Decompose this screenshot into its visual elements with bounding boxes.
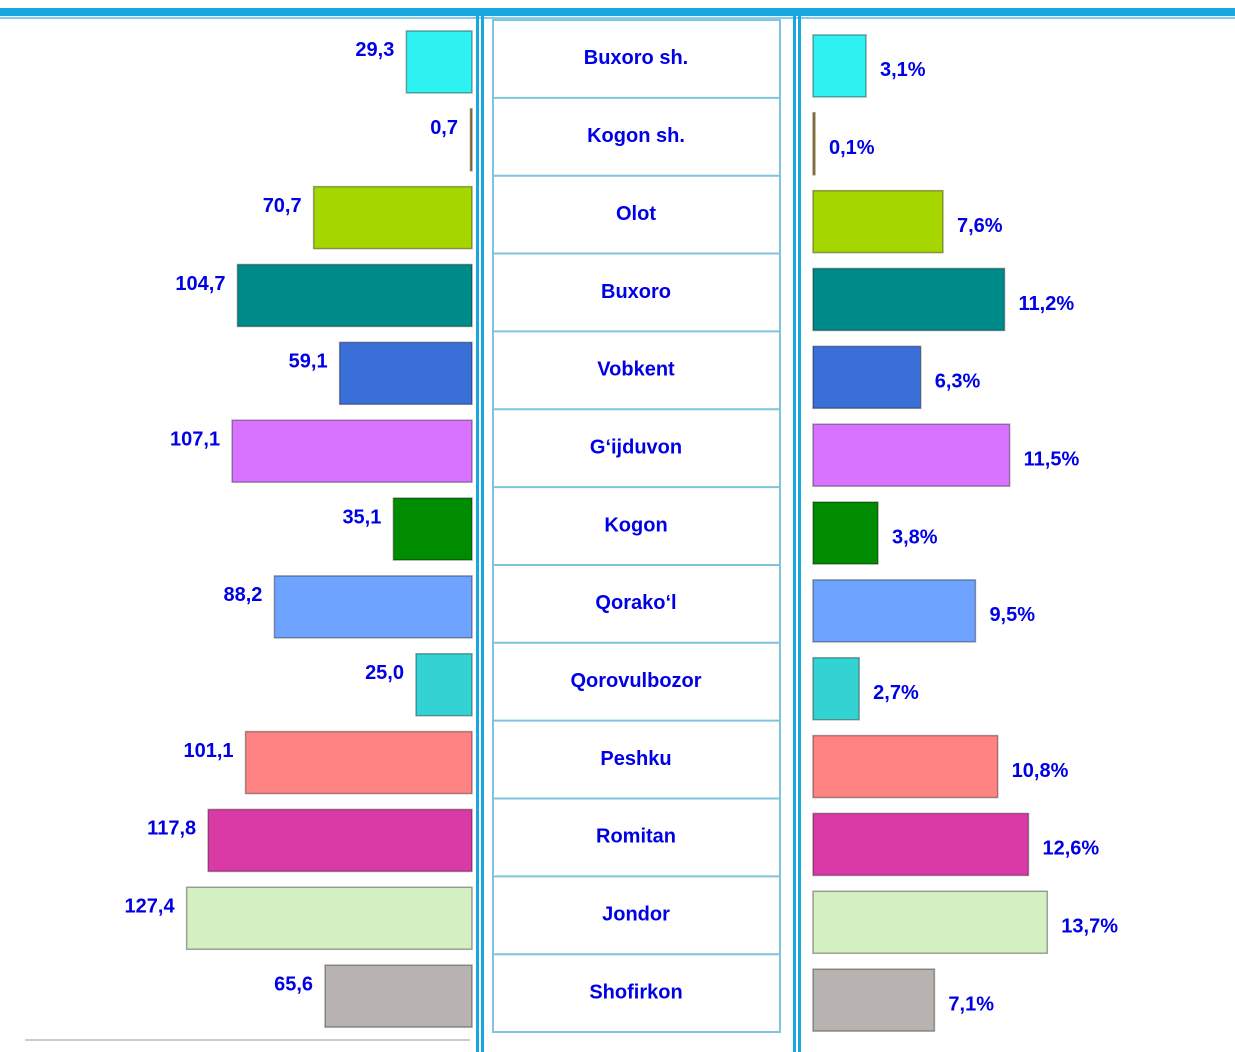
bar: [236, 263, 473, 328]
value-label: 65,6: [274, 973, 313, 995]
bar: [812, 812, 1030, 877]
value-label: 59,1: [289, 351, 328, 373]
bar: [812, 423, 1011, 487]
value-label: 11,5%: [1024, 448, 1080, 470]
category-label: Romitan: [596, 826, 676, 848]
value-label: 29,3: [355, 39, 394, 61]
value-label: 7,6%: [957, 215, 1003, 237]
bar: [207, 808, 473, 873]
bar: [273, 575, 473, 639]
bar: [812, 656, 860, 721]
value-label: 88,2: [223, 584, 262, 606]
value-label: 13,7%: [1061, 916, 1118, 938]
value-label: 35,1: [342, 506, 381, 528]
category-label: Kogon: [604, 514, 667, 536]
bar: [812, 968, 936, 1032]
bar: [812, 189, 944, 254]
value-label: 6,3%: [935, 371, 981, 393]
bar: [812, 267, 1006, 332]
value-label: 12,6%: [1042, 838, 1099, 860]
value-label: 104,7: [175, 273, 225, 295]
value-label: 0,7: [430, 117, 458, 139]
bar: [244, 730, 473, 795]
value-label: 0,1%: [829, 137, 875, 159]
value-label: 101,1: [183, 740, 233, 762]
category-table: [492, 19, 781, 1033]
category-label: Jondor: [602, 904, 670, 926]
category-label: Olot: [616, 203, 656, 225]
divider: [476, 16, 479, 1052]
category-label: Buxoro: [601, 281, 671, 303]
category-label: Shofirkon: [589, 981, 682, 1003]
value-label: 3,1%: [880, 59, 926, 81]
value-label: 10,8%: [1012, 760, 1069, 782]
divider: [793, 16, 796, 1052]
divider: [481, 16, 484, 1052]
bar: [812, 501, 879, 565]
category-label: Peshku: [600, 748, 671, 770]
bar: [392, 497, 473, 561]
bar: [812, 345, 922, 410]
bar: [812, 734, 999, 799]
value-label: 117,8: [147, 818, 196, 840]
bar: [312, 185, 473, 250]
divider: [798, 16, 801, 1052]
value-label: 25,0: [365, 662, 404, 684]
bar: [324, 964, 473, 1028]
bar: [812, 34, 867, 98]
bar: [812, 579, 977, 643]
category-label: Buxoro sh.: [584, 47, 688, 69]
category-label: Kogon sh.: [587, 125, 685, 147]
category-label: Qorovulbozor: [570, 670, 701, 692]
value-label: 7,1%: [948, 993, 994, 1015]
top-rule: [0, 8, 1235, 16]
value-label: 11,2%: [1019, 293, 1075, 315]
bar: [231, 419, 473, 483]
category-label: Vobkent: [597, 359, 675, 381]
category-label: Qorako‘l: [595, 592, 676, 614]
value-label: 2,7%: [873, 682, 919, 704]
value-label: 127,4: [125, 896, 176, 918]
value-label: 70,7: [263, 195, 302, 217]
value-label: 3,8%: [892, 526, 938, 548]
bar: [338, 341, 473, 406]
bar: [469, 108, 473, 172]
bar: [415, 652, 473, 717]
value-label: 107,1: [170, 428, 220, 450]
bar: [812, 890, 1049, 955]
bar: [185, 886, 473, 951]
bar: [405, 30, 473, 94]
value-label: 9,5%: [989, 604, 1035, 626]
category-label: G‘ijduvon: [590, 436, 682, 458]
bar: [812, 112, 816, 176]
top-rule-thin: [0, 17, 1235, 19]
